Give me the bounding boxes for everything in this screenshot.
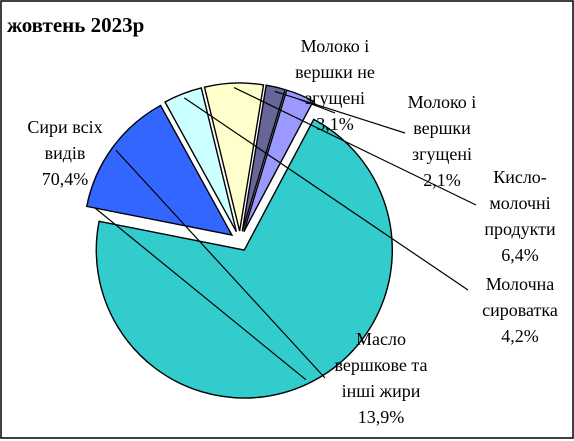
slice-label-3: Кисло- — [493, 167, 547, 187]
slice-label-5: вершки не — [295, 62, 375, 82]
slice-label-2: сироватка — [482, 300, 558, 320]
slice-value-label-2: 4,2% — [501, 326, 539, 346]
pie-slice-1 — [85, 104, 234, 237]
slice-label-5: згущені — [305, 88, 365, 108]
pie-slice-3 — [203, 82, 265, 232]
slice-value-label-4: 2,1% — [423, 170, 461, 190]
pie-slice-4 — [241, 84, 287, 232]
pie-slice-5 — [243, 89, 315, 233]
slice-label-1: інші жири — [342, 381, 421, 401]
chart-title: жовтень 2023р — [7, 13, 144, 37]
slice-value-label-0: 70,4% — [42, 169, 89, 189]
slice-label-0: Сири всіх — [27, 117, 102, 137]
pie-slice-2 — [164, 87, 238, 233]
slice-label-4: Молоко і — [408, 92, 477, 112]
leader-lines — [94, 87, 477, 381]
slice-value-label-1: 13,9% — [358, 407, 405, 427]
leader-line-4 — [274, 90, 406, 134]
slice-label-2: Молочна — [486, 274, 555, 294]
leader-line-1 — [115, 149, 326, 379]
slice-labels: Сири всіх видів 70,4% Масло вершкове та інші … — [27, 36, 557, 427]
slice-label-4: згущені — [412, 144, 472, 164]
leader-line-2 — [183, 97, 469, 291]
slice-label-1: вершкове та — [334, 355, 427, 375]
slice-value-label-3: 6,4% — [501, 245, 539, 265]
slice-value-label-5: 3,1% — [316, 114, 354, 134]
leader-line-0 — [94, 207, 307, 381]
slice-label-5: Молоко і — [301, 36, 370, 56]
slice-label-4: вершки — [413, 118, 471, 138]
slice-label-3: продукти — [484, 219, 556, 239]
slice-label-0: видів — [45, 143, 86, 163]
slice-label-1: Масло — [356, 329, 406, 349]
slice-label-3: молочні — [489, 193, 550, 213]
leader-line-5 — [298, 98, 336, 114]
leader-line-3 — [233, 87, 477, 206]
